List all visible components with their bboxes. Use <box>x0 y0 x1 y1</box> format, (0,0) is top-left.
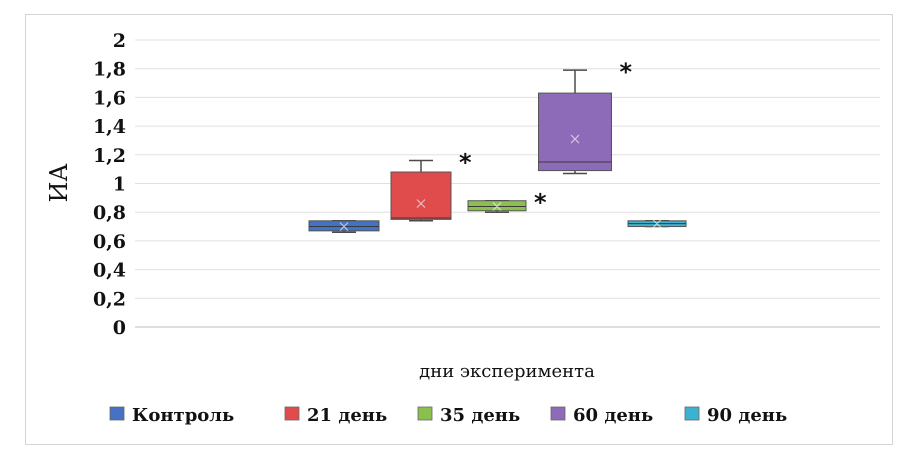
y-tick-label: 1,4 <box>93 116 126 138</box>
mean-marker <box>339 222 349 231</box>
legend-swatch <box>550 406 566 421</box>
box-3: * <box>467 189 547 217</box>
y-tick-label: 0,4 <box>93 260 126 282</box>
legend-item-2: 21 день <box>284 405 387 426</box>
box-1 <box>308 220 380 234</box>
significance-star: * <box>620 58 633 86</box>
legend-item-3: 35 день <box>417 405 520 426</box>
chart-frame <box>25 14 893 445</box>
y-tick-label: 1,8 <box>93 59 126 81</box>
legend-label: 60 день <box>573 405 653 426</box>
box-5 <box>627 219 687 229</box>
y-tick-label: 0,2 <box>93 288 126 310</box>
y-tick-label: 1,2 <box>93 145 126 167</box>
legend-label: 21 день <box>307 405 387 426</box>
significance-star: * <box>534 189 547 217</box>
legend: Контроль 21 день 35 день 60 день 90 день <box>109 405 787 426</box>
x-axis-label: дни эксперимента <box>419 361 595 382</box>
mean-marker <box>652 219 662 229</box>
mean-marker <box>416 199 426 209</box>
legend-label: 35 день <box>440 405 520 426</box>
legend-swatch <box>284 406 300 421</box>
box-4: * <box>538 58 633 175</box>
legend-item-4: 60 день <box>550 405 653 426</box>
y-tick-label: 1 <box>113 174 126 196</box>
box-body <box>390 171 452 220</box>
y-tick-label: 0,6 <box>93 231 126 253</box>
legend-swatch <box>109 406 125 421</box>
legend-label: 90 день <box>707 405 787 426</box>
legend-swatch <box>684 406 700 421</box>
box-2: * <box>390 149 472 222</box>
significance-star: * <box>459 149 472 177</box>
mean-marker <box>492 202 502 211</box>
mean-marker <box>570 134 580 144</box>
y-tick-label: 2 <box>113 30 126 52</box>
legend-swatch <box>417 406 433 421</box>
boxes: * * * <box>308 58 687 234</box>
y-axis-ticks: 0 0,2 0,4 0,6 0,8 1 1,2 1,4 1,6 1,8 2 <box>93 30 126 339</box>
legend-item-5: 90 день <box>684 405 787 426</box>
legend-label: Контроль <box>132 405 234 426</box>
y-axis-label: ИА <box>45 163 73 202</box>
y-tick-label: 1,6 <box>93 87 126 109</box>
y-tick-label: 0,8 <box>93 202 126 224</box>
y-tick-label: 0 <box>113 317 126 339</box>
gridlines <box>135 39 880 328</box>
box-body <box>538 92 612 172</box>
legend-item-1: Контроль <box>109 405 234 426</box>
